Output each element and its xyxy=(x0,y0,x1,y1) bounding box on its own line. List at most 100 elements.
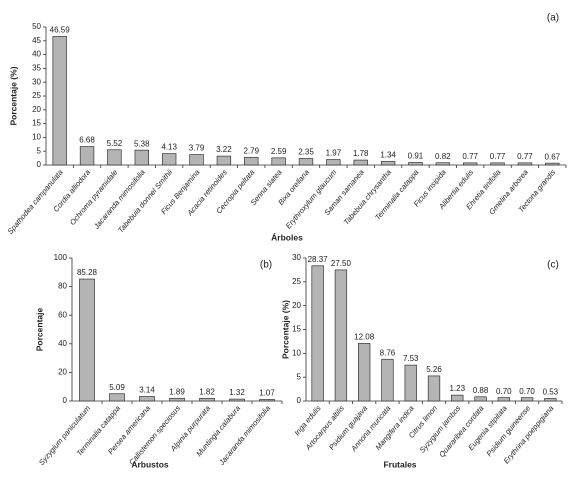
value-label: 1.78 xyxy=(353,149,369,158)
bar xyxy=(134,149,149,166)
bar xyxy=(326,159,341,166)
value-label: 12.08 xyxy=(354,333,375,342)
value-label: 5.38 xyxy=(134,139,150,148)
y-tick-label: 30 xyxy=(292,253,301,262)
value-label: 1.23 xyxy=(449,384,465,393)
y-tick-label: 5 xyxy=(297,372,302,381)
y-tick-label: 35 xyxy=(32,64,41,73)
value-label: 0.77 xyxy=(462,152,478,161)
value-label: 0.70 xyxy=(519,387,535,396)
y-tick-label: 20 xyxy=(32,105,41,114)
bar xyxy=(544,398,557,402)
value-label: 1.32 xyxy=(229,388,245,397)
value-label: 0.77 xyxy=(490,152,506,161)
bar xyxy=(109,393,125,402)
value-label: 1.34 xyxy=(380,150,396,159)
y-tick-label: 0 xyxy=(37,160,42,169)
bar xyxy=(229,398,245,402)
value-label: 28.37 xyxy=(308,255,329,264)
value-label: 5.09 xyxy=(109,383,125,392)
y-tick-label: 60 xyxy=(58,310,67,319)
value-label: 0.70 xyxy=(496,387,512,396)
value-label: 3.22 xyxy=(216,145,232,154)
bar xyxy=(380,160,396,166)
panel-label: (b) xyxy=(260,260,272,271)
bar xyxy=(79,278,95,402)
x-tick-label: Jacaranda mimosifolia xyxy=(217,404,273,468)
bar xyxy=(107,149,122,166)
value-label: 0.53 xyxy=(543,388,559,397)
value-label: 1.07 xyxy=(259,389,275,398)
bar xyxy=(189,154,204,166)
x-tick-label: Syzygium paniculatum xyxy=(37,404,92,467)
bar xyxy=(161,153,177,166)
bar xyxy=(408,162,423,166)
x-axis-title: Árboles xyxy=(271,232,303,242)
value-label: 0.91 xyxy=(408,152,424,161)
value-label: 0.88 xyxy=(473,386,489,395)
bar xyxy=(463,162,478,166)
value-label: 5.26 xyxy=(426,365,442,374)
y-tick-label: 25 xyxy=(292,277,301,286)
panel-label: (a) xyxy=(547,13,559,24)
x-tick-label: Callistemon speciosus xyxy=(127,404,182,467)
x-tick-label: Tabebuia chrysantha xyxy=(342,168,393,227)
y-axis-title: Porcentaje xyxy=(34,307,44,351)
value-label: 8.76 xyxy=(380,348,396,357)
value-label: 2.79 xyxy=(243,146,259,155)
y-axis-title: Porcentaje (%) xyxy=(280,300,290,359)
bar xyxy=(451,394,464,402)
value-label: 2.59 xyxy=(271,147,287,156)
bar xyxy=(404,364,417,402)
value-label: 7.53 xyxy=(403,354,419,363)
x-tick-label: Jacaranda mimosifolia xyxy=(91,168,147,232)
y-tick-label: 5 xyxy=(37,146,42,155)
bar xyxy=(259,399,275,402)
bar xyxy=(435,162,451,166)
x-tick-label: Erythroxylum glaucum xyxy=(284,168,339,231)
value-label: 85.28 xyxy=(77,268,98,277)
y-tick-label: 10 xyxy=(32,133,41,142)
bar xyxy=(520,397,534,402)
y-tick-label: 50 xyxy=(32,22,41,31)
y-tick-label: 10 xyxy=(292,348,301,357)
y-tick-label: 0 xyxy=(63,396,68,405)
x-axis-title: Arbustos xyxy=(131,459,169,469)
bar xyxy=(79,146,95,166)
y-tick-label: 30 xyxy=(32,77,41,86)
value-label: 0.82 xyxy=(435,152,451,161)
value-label: 3.14 xyxy=(139,386,155,395)
y-tick-label: 40 xyxy=(32,50,41,59)
value-label: 1.82 xyxy=(199,388,215,397)
y-tick-label: 45 xyxy=(32,36,41,45)
bar xyxy=(216,155,232,166)
y-tick-label: 25 xyxy=(32,91,41,100)
y-tick-label: 0 xyxy=(297,396,302,405)
y-tick-label: 20 xyxy=(292,301,301,310)
bar xyxy=(334,269,348,402)
bar xyxy=(427,375,441,402)
y-tick-label: 15 xyxy=(32,119,41,128)
y-tick-label: 100 xyxy=(54,253,68,262)
bar xyxy=(490,162,505,166)
value-label: 6.68 xyxy=(79,136,95,145)
bar xyxy=(52,36,67,166)
value-label: 2.35 xyxy=(298,148,314,157)
bar xyxy=(199,398,215,402)
value-label: 46.59 xyxy=(50,26,71,35)
bar xyxy=(358,343,371,402)
bar xyxy=(497,397,510,402)
y-tick-label: 20 xyxy=(58,368,67,377)
bar xyxy=(298,158,314,166)
x-tick-label: Syzygium jambos xyxy=(418,404,463,455)
y-axis-title: Porcentaje (%) xyxy=(8,66,18,125)
x-axis-title: Frutales xyxy=(383,459,416,469)
bar xyxy=(517,162,533,166)
bar xyxy=(139,396,155,402)
value-label: 5.52 xyxy=(107,139,123,148)
bar xyxy=(474,396,487,402)
value-label: 0.77 xyxy=(517,152,533,161)
value-label: 0.67 xyxy=(545,152,561,161)
value-label: 4.13 xyxy=(161,143,177,152)
